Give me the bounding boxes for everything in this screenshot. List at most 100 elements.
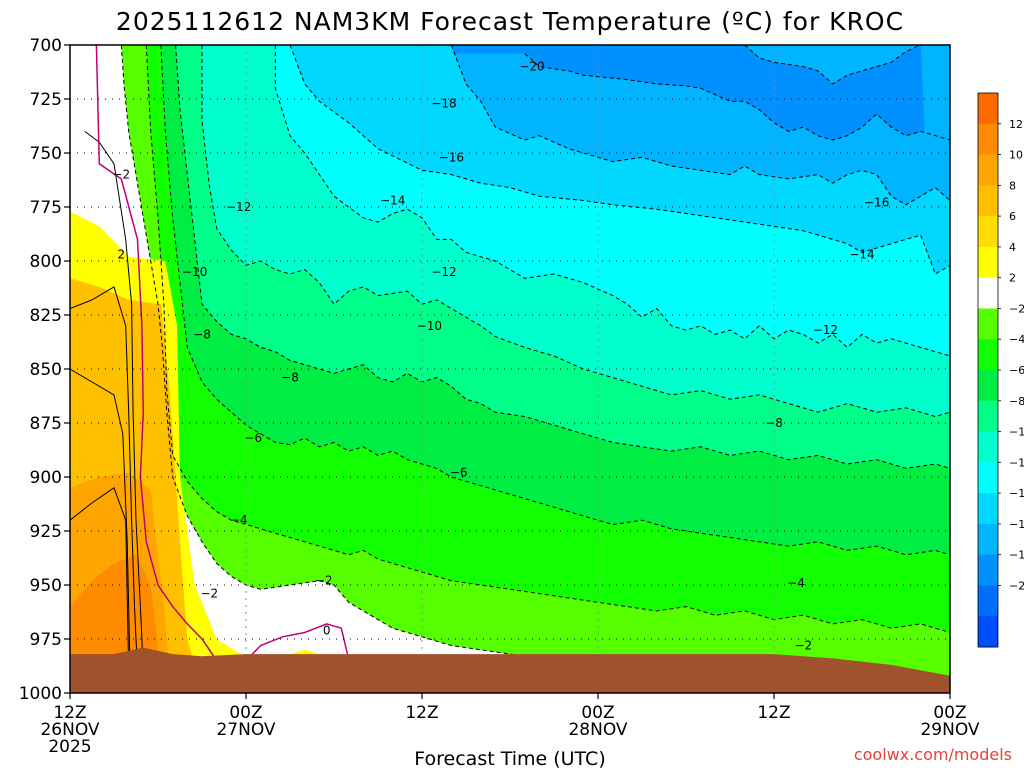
colorbar: 12 10 8 6 4 2 −2 −4 −6 −8 −10 −12 −14 −16 −18 −20 [977, 92, 1024, 648]
contour-label: −10 [417, 319, 442, 333]
colorbar-tick-label: −18 [1009, 549, 1024, 562]
colorbar-swatch [978, 123, 998, 156]
credit-text: coolwx.com/models [854, 745, 1012, 764]
colorbar-tick-label: 8 [1009, 179, 1016, 192]
y-tick-label: 775 [30, 198, 62, 218]
colorbar-swatch [978, 616, 998, 648]
y-tick-label: 925 [30, 522, 62, 542]
contour-label: −8 [281, 371, 299, 385]
colorbar-tick-label: −14 [1009, 487, 1024, 500]
x-tick-label: 29NOV [920, 720, 979, 740]
isotherms [70, 45, 950, 690]
contour-label: −20 [519, 60, 544, 74]
contour-label: −12 [431, 265, 456, 279]
x-tick-label: 28NOV [568, 720, 627, 740]
colorbar-swatch [978, 246, 998, 279]
x-tick-label: 12Z [405, 703, 438, 723]
positive-isotherm-line [84, 130, 144, 672]
y-tick-label: 700 [30, 36, 62, 56]
colorbar-swatch [978, 185, 998, 217]
warm-band-10 [70, 554, 161, 672]
contour-label: −2 [315, 574, 333, 588]
positive-isotherm-line [70, 286, 138, 672]
colorbar-tick-label: −16 [1009, 518, 1024, 531]
x-tick-label: 2025 [48, 737, 91, 757]
positive-isotherm-line [70, 487, 130, 672]
colorbar-swatch [978, 431, 998, 463]
colorbar-swatch [978, 400, 998, 433]
y-tick-label: 725 [30, 90, 62, 110]
contour-label: 2 [118, 248, 126, 262]
contour-label: −2 [200, 587, 218, 601]
plot-area: −20−18−16−16−14−14−12−12−12−10−10−8−8−8−… [70, 45, 950, 693]
contour-label: −2 [794, 638, 812, 652]
contour-label: −10 [182, 265, 207, 279]
y-tick-label: 875 [30, 414, 62, 434]
isotherm-line [201, 45, 950, 418]
colorbar-swatch [978, 277, 998, 309]
colorbar-swatch [978, 523, 998, 556]
contour-label: −6 [244, 431, 262, 445]
y-tick-label: 800 [30, 252, 62, 272]
colorbar-swatch [978, 554, 998, 586]
contour-label: −6 [450, 466, 468, 480]
colorbar-swatch [978, 585, 998, 617]
contour-label: −4 [787, 576, 805, 590]
x-tick-label: 12Z [757, 703, 790, 723]
y-tick-label: 750 [30, 144, 62, 164]
colorbar-swatch [978, 339, 998, 371]
contour-label: −12 [813, 323, 838, 337]
chart-title: 2025112612 NAM3KM Forecast Temperature (… [116, 7, 904, 36]
y-tick-label: 1000 [19, 684, 62, 704]
band-fill [70, 45, 950, 693]
colorbar-tick-label: 2 [1009, 272, 1016, 285]
y-tick-label: 900 [30, 468, 62, 488]
isotherm-line [289, 45, 950, 275]
colorbar-tick-label: −10 [1009, 426, 1024, 439]
x-tick-label: 27NOV [216, 720, 275, 740]
isotherm-line [120, 45, 950, 690]
gridlines [70, 45, 950, 693]
contour-labels: −20−18−16−16−14−14−12−12−12−10−10−8−8−8−… [112, 60, 917, 692]
colorbar-tick-label: −6 [1009, 364, 1024, 377]
colorbar-swatch [978, 216, 998, 248]
positive-isotherm-line [70, 368, 131, 672]
x-tick-label: 12Z [53, 703, 86, 723]
isotherm-line [450, 45, 950, 206]
contour-label: −8 [765, 416, 783, 430]
y-tick-label: 825 [30, 306, 62, 326]
isotherm-line [175, 45, 950, 469]
y-tick-label: 950 [30, 576, 62, 596]
x-tick-label: 00Z [581, 703, 614, 723]
colorbar-swatch [978, 154, 998, 186]
colorbar-swatch [978, 493, 998, 525]
colorbar-tick-label: 12 [1009, 118, 1023, 131]
colorbar-tick-label: −12 [1009, 456, 1024, 469]
isotherm-line [160, 45, 950, 556]
x-tick-label: 00Z [229, 703, 262, 723]
colorbar-tick-label: −8 [1009, 395, 1024, 408]
contour-label: −16 [864, 196, 889, 210]
zero-isotherm-line [95, 45, 353, 672]
contour-label: −4 [230, 513, 248, 527]
isotherm-line [744, 45, 921, 85]
contour-label: −14 [380, 194, 405, 208]
x-tick-label: 26NOV [40, 720, 99, 740]
colorbar-tick-label: −20 [1009, 579, 1024, 592]
isotherm-line [274, 45, 950, 357]
contour-label: 0 [323, 623, 331, 637]
y-tick-label: 975 [30, 630, 62, 650]
colorbar-swatch [978, 308, 998, 340]
y-axis: 700 725 750 775 800 825 850 875 900 925 950 975 1000 [19, 36, 70, 704]
x-tick-label: 00Z [933, 703, 966, 723]
x-axis-label: Forecast Time (UTC) [414, 748, 605, 768]
contour-label: −2 [112, 168, 130, 182]
colorbar-swatch [978, 93, 998, 125]
colorbar-tick-label: −2 [1009, 302, 1024, 315]
contour-label: −12 [226, 200, 251, 214]
terrain-fill [70, 647, 950, 693]
contour-label: −16 [439, 150, 464, 164]
contour-label: −14 [849, 248, 874, 262]
